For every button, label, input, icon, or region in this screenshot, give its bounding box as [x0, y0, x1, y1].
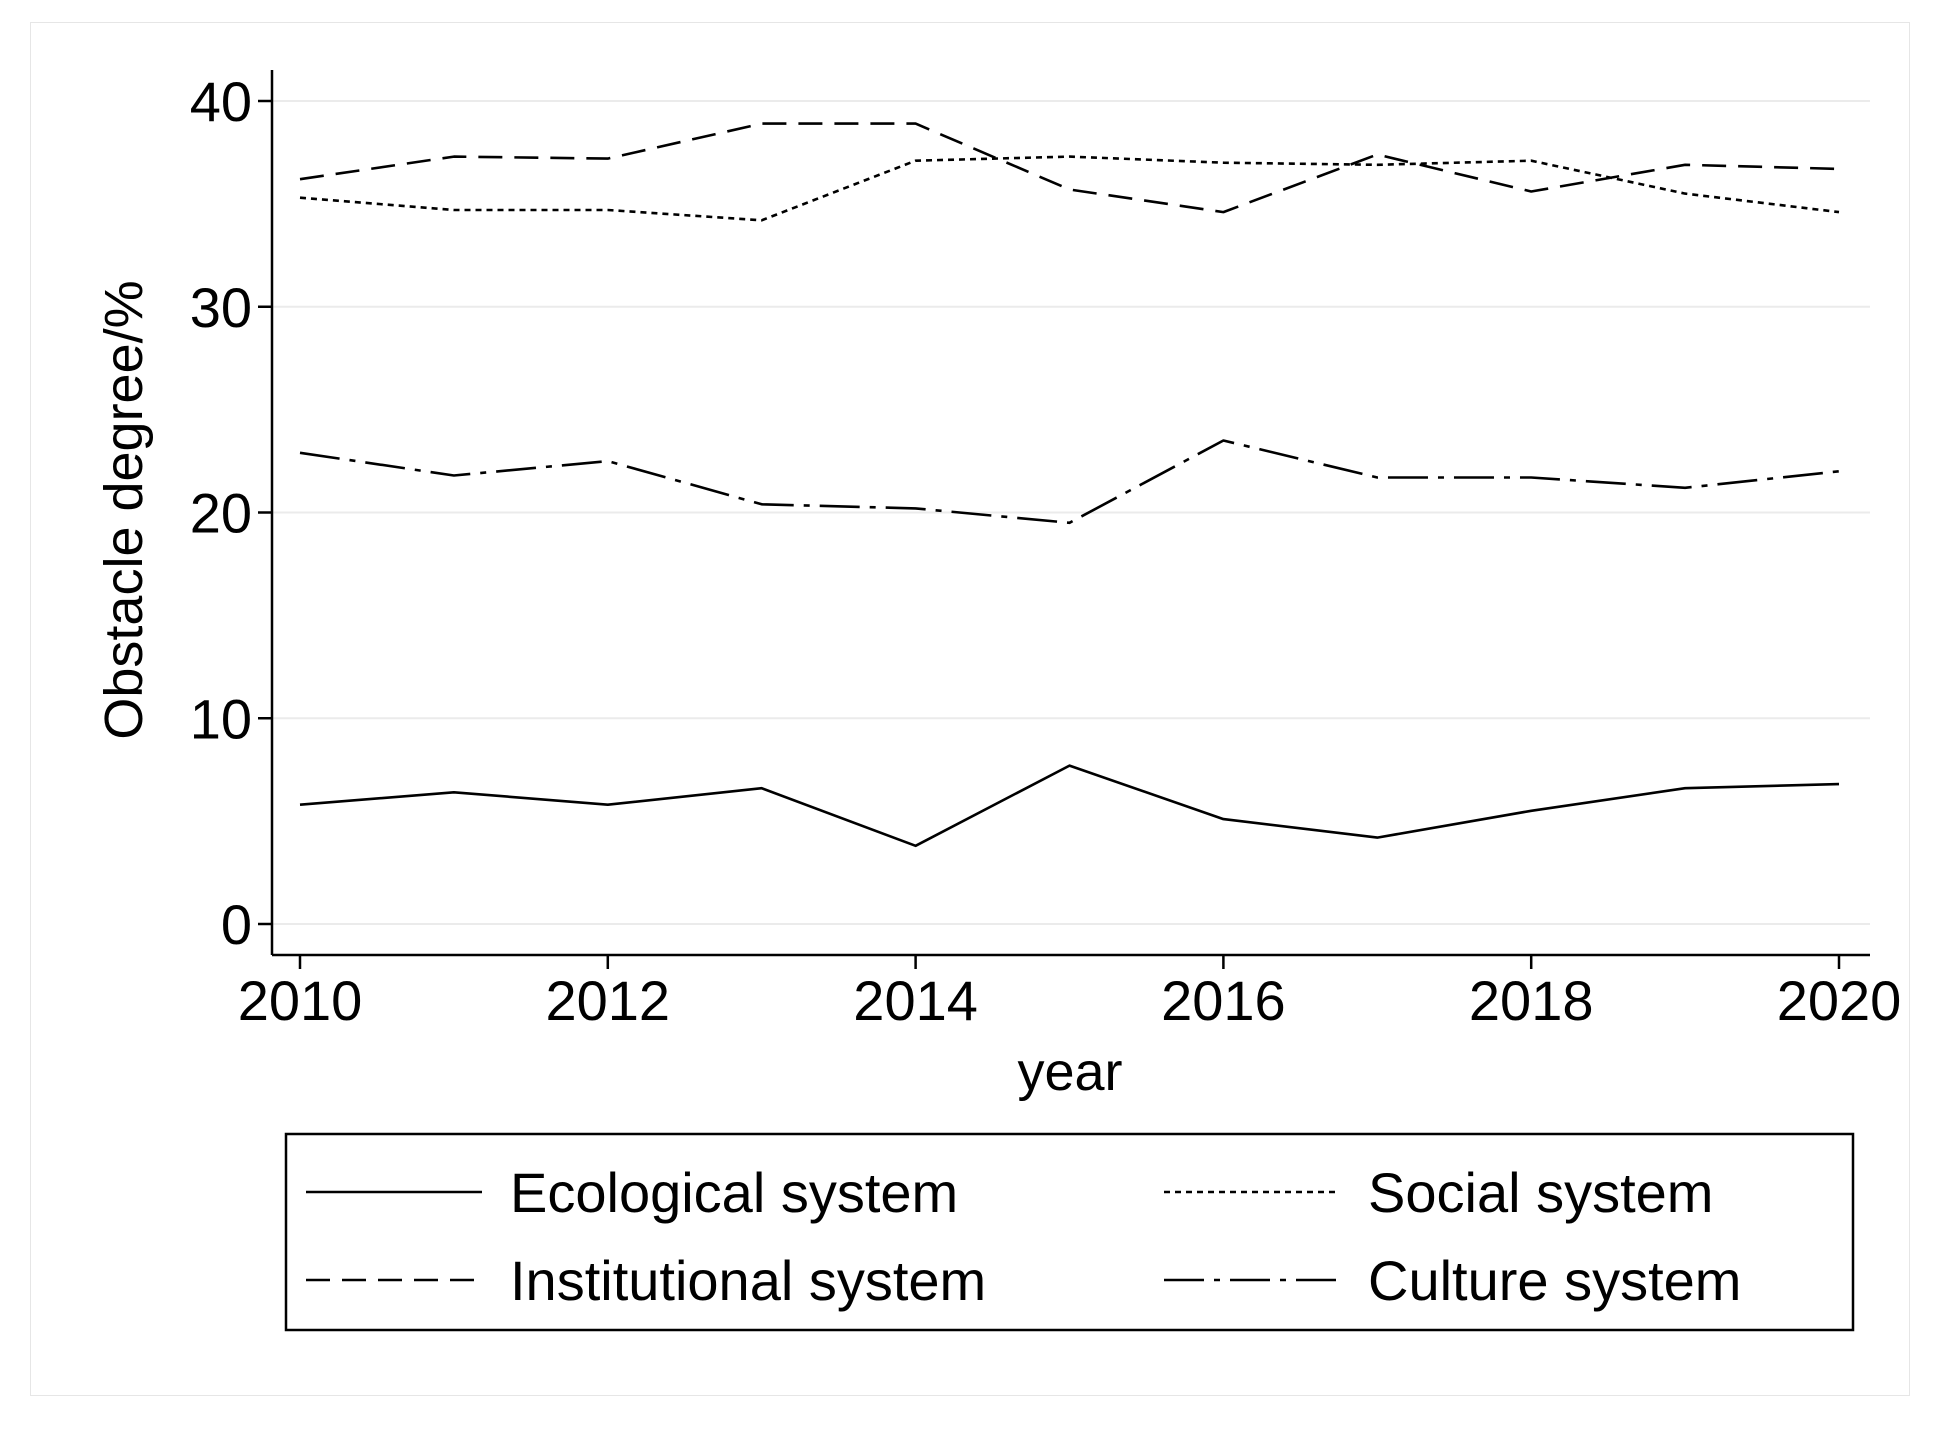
y-tick-label-30: 30 [190, 276, 252, 339]
legend-box [284, 1132, 1855, 1332]
y-tick-label-10: 10 [190, 687, 252, 750]
gridlines [272, 100, 1870, 925]
x-tick-label-2016: 2016 [1161, 969, 1286, 1032]
y-tick-label-40: 40 [190, 70, 252, 133]
legend: Ecological system Social system Institutio… [284, 1132, 1855, 1332]
x-tick-label-2012: 2012 [546, 969, 671, 1032]
legend-label-culture-system: Culture system [1368, 1249, 1741, 1312]
series-line-culture-system [299, 439, 1840, 525]
series-lines [299, 122, 1840, 848]
y-tick-label-0: 0 [221, 893, 252, 956]
x-tick-label-2010: 2010 [238, 969, 363, 1032]
y-axis-ticks: 0 10 20 30 40 [190, 70, 272, 956]
series-line-social-system [299, 155, 1840, 222]
x-axis-ticks: 2010 2012 2014 2016 2018 2020 [238, 955, 1902, 1032]
legend-label-institutional-system: Institutional system [510, 1249, 986, 1312]
legend-label-social-system: Social system [1368, 1161, 1713, 1224]
x-tick-label-2014: 2014 [853, 969, 978, 1032]
series-line-ecological-system [299, 764, 1840, 848]
legend-label-ecological-system: Ecological system [510, 1161, 958, 1224]
series-line-institutional-system [299, 122, 1840, 214]
x-axis-title: year [1017, 1042, 1122, 1102]
y-axis-title: Obstacle degree/% [94, 280, 154, 739]
y-tick-label-20: 20 [190, 482, 252, 545]
x-tick-label-2018: 2018 [1469, 969, 1594, 1032]
x-tick-label-2020: 2020 [1777, 969, 1902, 1032]
